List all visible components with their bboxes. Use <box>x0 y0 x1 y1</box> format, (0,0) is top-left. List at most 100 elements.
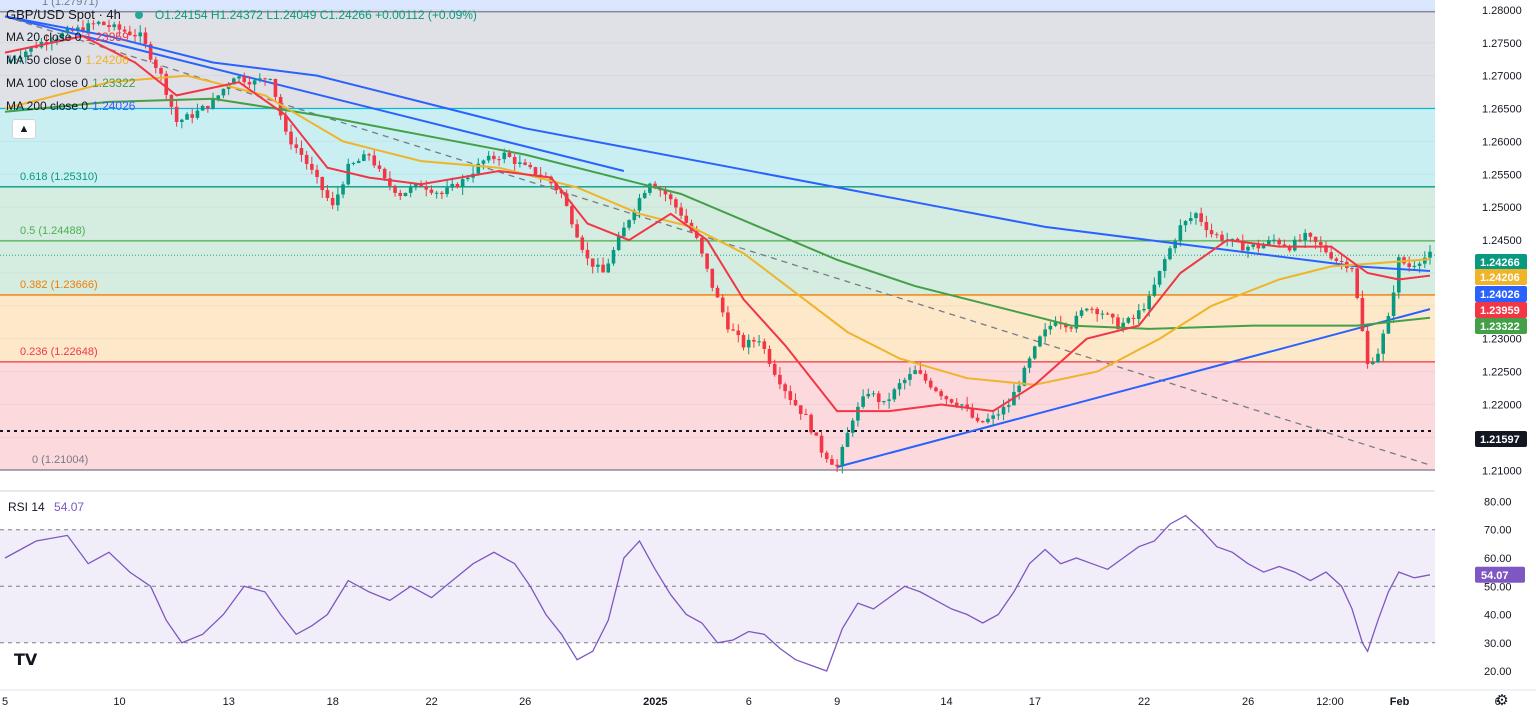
candle-body <box>336 194 340 206</box>
candle-body <box>1017 385 1021 392</box>
fib-label: 0 (1.21004) <box>32 454 88 466</box>
price-badge-text: 1.21597 <box>1480 434 1520 446</box>
candle-body <box>856 406 860 421</box>
candle-body <box>1064 324 1068 328</box>
candle-body <box>341 184 345 195</box>
legend-label: MA 20 close 0 <box>6 30 82 44</box>
price-badge <box>1475 431 1527 447</box>
candle-body <box>1136 310 1141 319</box>
ma50-line <box>4 74 1431 386</box>
candle-body <box>1038 336 1042 347</box>
candle-body <box>1178 225 1183 241</box>
candle-body <box>575 224 579 238</box>
legend-label: MA 100 close 0 <box>6 76 89 90</box>
price-badge <box>1475 302 1527 318</box>
price-tick-label: 1.26500 <box>1482 104 1522 116</box>
candle-body <box>294 144 299 148</box>
candle-body <box>211 99 215 109</box>
gear-icon[interactable]: ⚙ <box>1495 692 1509 709</box>
candle-body <box>1386 316 1391 334</box>
candle-body <box>1214 234 1219 236</box>
time-tick-label: 6 <box>1495 696 1501 708</box>
candle-body <box>772 363 777 375</box>
legend-item[interactable]: MA 200 close 0 1.24026 <box>6 99 135 113</box>
candle-body <box>429 189 434 193</box>
candle-body <box>778 374 782 385</box>
candle-body <box>221 88 226 96</box>
chevron-up-icon[interactable]: ▲ <box>12 119 36 139</box>
price-tick-label: 1.24500 <box>1482 235 1522 247</box>
price-badge <box>1475 286 1527 302</box>
time-tick-label: 18 <box>327 696 339 708</box>
candle-body <box>585 249 590 259</box>
legend-item[interactable]: MA 20 close 0 1.23959 <box>6 30 129 44</box>
candles <box>8 19 1432 474</box>
candle-body <box>1043 329 1047 337</box>
candle-body <box>876 393 881 403</box>
candle-body <box>554 183 559 191</box>
candle-body <box>143 32 148 45</box>
candle-body <box>466 177 470 180</box>
candle-body <box>304 154 309 164</box>
candle-body <box>908 374 912 380</box>
candle-body <box>1053 322 1058 326</box>
candle-body <box>720 297 725 313</box>
candle-body <box>1110 313 1115 318</box>
candle-body <box>1261 244 1266 249</box>
candle-body <box>315 169 319 178</box>
candle-body <box>1365 331 1370 365</box>
candle-body <box>408 187 413 193</box>
candle-body <box>180 119 184 123</box>
candle-body <box>174 106 179 123</box>
candle-body <box>195 110 200 118</box>
candle-body <box>1006 405 1011 407</box>
candle-body <box>403 192 408 196</box>
time-tick-label: 14 <box>940 696 952 708</box>
candle-body <box>284 115 288 132</box>
candle-body <box>1277 239 1281 245</box>
price-tick-label: 1.27500 <box>1482 38 1522 50</box>
rsi-pane <box>0 490 1472 672</box>
candle-body <box>700 237 704 254</box>
candle-body <box>377 165 382 169</box>
fib-band <box>0 361 1435 471</box>
candle-body <box>398 192 403 196</box>
candle-body <box>1407 263 1411 267</box>
trendline <box>836 308 1431 468</box>
candle-body <box>653 183 657 189</box>
candle-body <box>351 163 356 165</box>
candle-body <box>830 459 834 465</box>
candle-body <box>440 192 444 195</box>
candle-body <box>1100 313 1105 315</box>
rsi-line <box>4 514 1431 672</box>
candle-body <box>954 402 959 406</box>
candle-body <box>424 186 429 190</box>
candle-body <box>128 31 132 35</box>
candle-body <box>570 205 574 225</box>
time-tick-label: 10 <box>113 696 125 708</box>
candle-body <box>1396 257 1401 293</box>
candle-body <box>81 27 85 32</box>
market-status-icon <box>134 10 143 19</box>
symbol-title[interactable]: GBP/USD Spot · 4h <box>6 7 121 22</box>
moving-averages <box>4 15 1431 413</box>
price-tick-label: 1.21000 <box>1482 465 1522 477</box>
candle-body <box>1074 315 1079 329</box>
candle-body <box>190 114 195 118</box>
candle-body <box>970 408 975 418</box>
candle-body <box>1147 295 1151 310</box>
candle-body <box>627 220 631 228</box>
candle-body <box>684 215 689 223</box>
candle-body <box>1032 346 1037 359</box>
legend-item[interactable]: MA 100 close 0 1.23322 <box>6 76 135 90</box>
candle-body <box>845 432 850 447</box>
candle-body <box>237 76 241 79</box>
legend-item[interactable]: MA 50 close 0 1.24206 <box>6 53 129 67</box>
candle-body <box>1329 252 1333 259</box>
candle-body <box>76 27 80 31</box>
candle-body <box>840 446 845 467</box>
candle-body <box>965 404 969 409</box>
candle-body <box>310 163 314 170</box>
legend-value: 1.24026 <box>92 99 136 113</box>
